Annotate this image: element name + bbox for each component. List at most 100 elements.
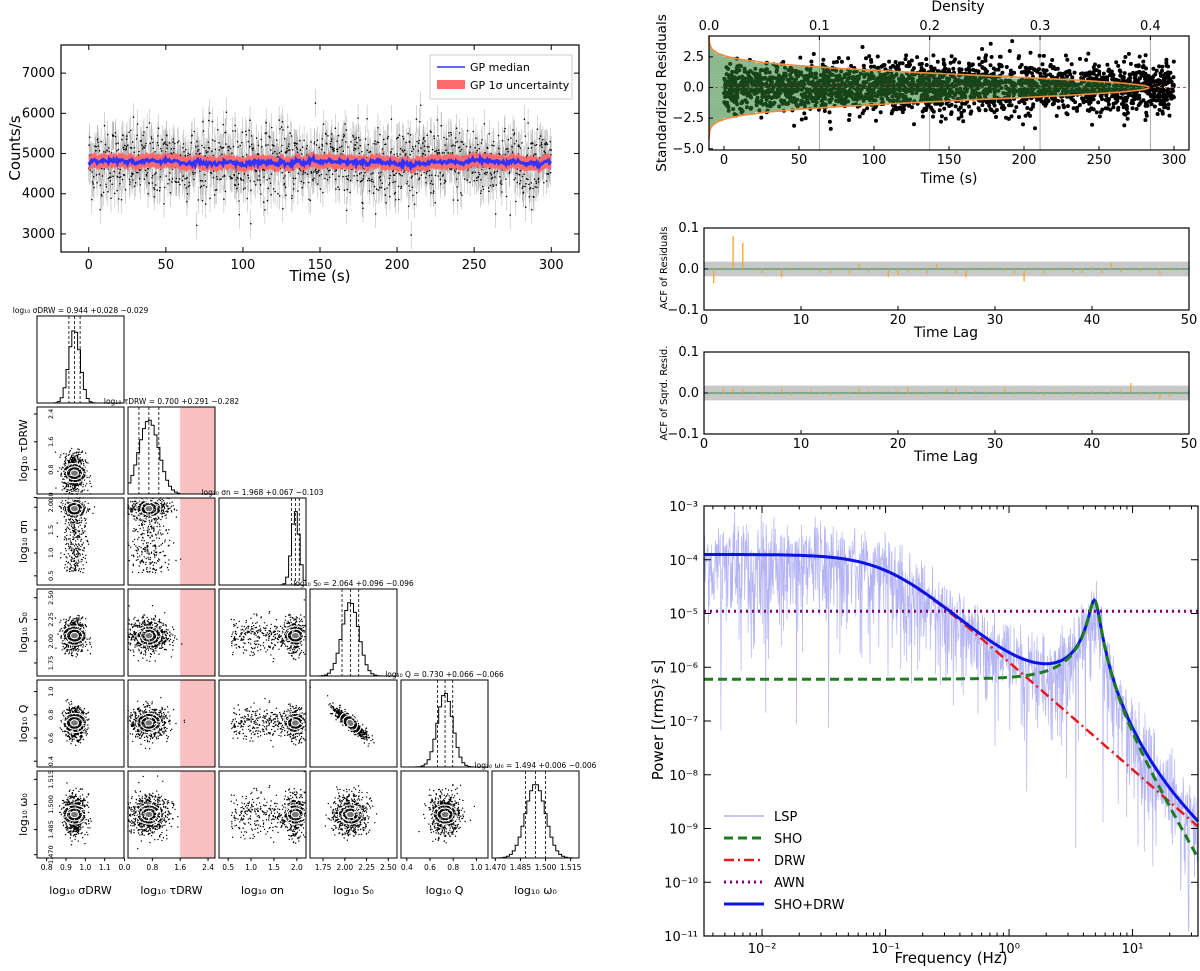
- corner-cell-5-0: 0.8 0.9 1.0 1.1 log₁₀ σDRW 1.470 1.485 1.500 1.5…: [17, 770, 125, 897]
- corner-cell-frame: [127, 497, 216, 586]
- corner-histogram: [401, 693, 488, 768]
- corner-cell-frame: [309, 679, 398, 768]
- corner-title: log₁₀ σn = 1.968 +0.067 −0.103: [201, 488, 323, 497]
- residuals-xtick-label: 300: [1162, 153, 1187, 168]
- corner-contour: [69, 631, 80, 640]
- corner-cell-4-3: [309, 679, 398, 768]
- density-tick-label: 0.0: [699, 19, 720, 34]
- corner-xtick-label: 2.0: [291, 863, 303, 872]
- psd-data: 10⁻² 10⁻¹ 10⁰ 10¹ 10⁻³ 10⁻⁴ 10⁻⁵ 10⁻⁶ 10⁻⁷ 10⁻⁸ 10…: [664, 500, 1200, 957]
- corner-histogram: [310, 602, 397, 677]
- corner-plot: log₁₀ σDRW = 0.944 +0.028 −0.0290.00.81.…: [13, 306, 597, 897]
- lightcurve-xtick-label: 200: [385, 258, 410, 273]
- corner-contour: [436, 807, 454, 822]
- acf-residuals-panel: 0 10 20 30 40 50 0.1 0.0 −0.1 ACF of Residuals T…: [659, 221, 1197, 341]
- legend-frame: [429, 54, 573, 100]
- acf_resid-xtick-label: 0: [700, 313, 708, 328]
- acf-squared-ylabel: ACF of Sqrd. Resid.: [659, 346, 670, 441]
- corner-contour: [65, 466, 84, 481]
- lightcurve-ytick-label: 5000: [22, 147, 55, 162]
- corner-xtick-label: 1.1: [99, 863, 111, 872]
- corner-ytick-label: 2.50: [47, 590, 55, 604]
- acf_sq-ytick-label: −0.1: [667, 427, 699, 442]
- tau-prior-excluded-region: [180, 589, 215, 676]
- corner-cell-frame: [36, 406, 125, 495]
- corner-ytick-label: 2.4: [47, 409, 55, 419]
- corner-ytick-label: 0.5: [47, 571, 55, 581]
- corner-cell-1-1: log₁₀ τDRW = 0.700 +0.291 −0.282: [104, 397, 239, 495]
- corner-ytick-label: 1.75: [47, 656, 55, 670]
- psd-ytick-label: 10⁻⁹: [669, 823, 698, 838]
- corner-samples: [230, 599, 307, 663]
- corner-cell-5-2: 0.5 1.0 1.5 2.0 log₁₀ σn: [218, 770, 308, 897]
- corner-contour: [140, 715, 158, 730]
- corner-cell-4-2: [218, 679, 308, 768]
- psd-ytick-label: 10⁻⁸: [669, 769, 698, 784]
- corner-contour: [136, 804, 162, 825]
- legend-gp-median: GP median: [470, 61, 530, 74]
- lightcurve-data: 0 50 100 150 200 250 300 3000 4000 5000 6000 7000: [22, 45, 579, 273]
- tau-prior-excluded-region: [180, 498, 215, 585]
- corner-histogram: [219, 511, 306, 586]
- corner-contour: [65, 807, 84, 822]
- density-histogram-bar: [709, 96, 1010, 100]
- corner-cell-frame: [218, 588, 307, 677]
- corner-contour: [65, 628, 84, 643]
- corner-contour: [69, 719, 80, 727]
- corner-ytick-label: 0.6: [47, 733, 55, 743]
- corner-ytick-label: 1.485: [47, 820, 55, 839]
- corner-contour: [136, 498, 162, 519]
- density-histogram-bar: [709, 84, 1146, 88]
- corner-contour: [342, 715, 359, 731]
- corner-cell-4-1: [127, 679, 216, 768]
- corner-ylabel: log₁₀ Q: [17, 704, 30, 742]
- psd-ytick-label: 10⁻¹¹: [664, 930, 698, 945]
- lightcurve-xtick-label: 50: [158, 258, 175, 273]
- density-histogram-bar: [709, 56, 736, 60]
- density-histogram-bar: [709, 124, 713, 128]
- lightcurve-panel: 0 50 100 150 200 250 300 3000 4000 5000 6000 7000 C…: [6, 44, 580, 285]
- corner-contour: [61, 498, 88, 519]
- corner-cell-frame: [309, 588, 398, 677]
- corner-xtick-label: 2.4: [202, 863, 214, 872]
- corner-cell-frame: [491, 770, 580, 859]
- corner-cell-5-5: log₁₀ ω₀ = 1.494 +0.006 −0.006 1.470 1.485…: [475, 761, 597, 897]
- corner-contour: [144, 719, 154, 727]
- corner-ytick-label: 0.4: [47, 756, 55, 766]
- tau-prior-excluded-region: [180, 680, 215, 767]
- acf_sq-ytick-label: 0.1: [678, 345, 699, 360]
- corner-cell-frame: [36, 497, 125, 586]
- density-histogram-bar: [709, 66, 827, 70]
- corner-cell-0-0: log₁₀ σDRW = 0.944 +0.028 −0.029: [13, 306, 148, 404]
- corner-cell-5-4: 0.4 0.6 0.8 1.0 log₁₀ Q: [400, 770, 489, 897]
- lightcurve-xtick-label: 300: [539, 258, 564, 273]
- acf-residuals-data: 0 10 20 30 40 50 0.1 0.0 −0.1: [667, 221, 1197, 328]
- corner-contour: [290, 631, 300, 640]
- acf_sq-xtick-label: 0: [700, 437, 708, 452]
- corner-xlabel: log₁₀ σn: [241, 884, 284, 897]
- corner-xtick-label: 1.5: [268, 863, 280, 872]
- corner-ytick-label: 0.8: [47, 464, 55, 474]
- corner-cell-frame: [218, 679, 307, 768]
- corner-contour: [136, 625, 162, 646]
- corner-samples: [127, 775, 179, 850]
- acf_resid-xtick-label: 30: [987, 313, 1004, 328]
- density-tick-label: 0.1: [809, 19, 830, 34]
- corner-xtick-label: 1.515: [560, 863, 582, 872]
- corner-cell-frame: [218, 497, 307, 586]
- density-tick-label: 0.3: [1030, 19, 1051, 34]
- corner-ytick-label: 1.515: [47, 770, 55, 789]
- corner-ytick-label: 1.6: [47, 437, 55, 447]
- acf_resid-xtick-label: 40: [1084, 313, 1101, 328]
- density-histogram-bar: [709, 112, 756, 116]
- corner-cell-1-0: 0.0 0.8 1.6 2.4 log₁₀ τDRW: [17, 406, 125, 503]
- corner-ylabel: log₁₀ S₀: [17, 612, 30, 653]
- corner-contour: [65, 501, 84, 516]
- density-histogram-bar: [709, 93, 1072, 97]
- corner-xlabel: log₁₀ Q: [426, 884, 464, 897]
- corner-contour: [144, 631, 154, 640]
- residuals-xtick-label: 150: [937, 153, 962, 168]
- residuals-ytick-label: −5.0: [672, 142, 704, 157]
- residuals-ytick-label: 0.0: [683, 80, 704, 95]
- corner-ytick-label: 0.8: [47, 710, 55, 720]
